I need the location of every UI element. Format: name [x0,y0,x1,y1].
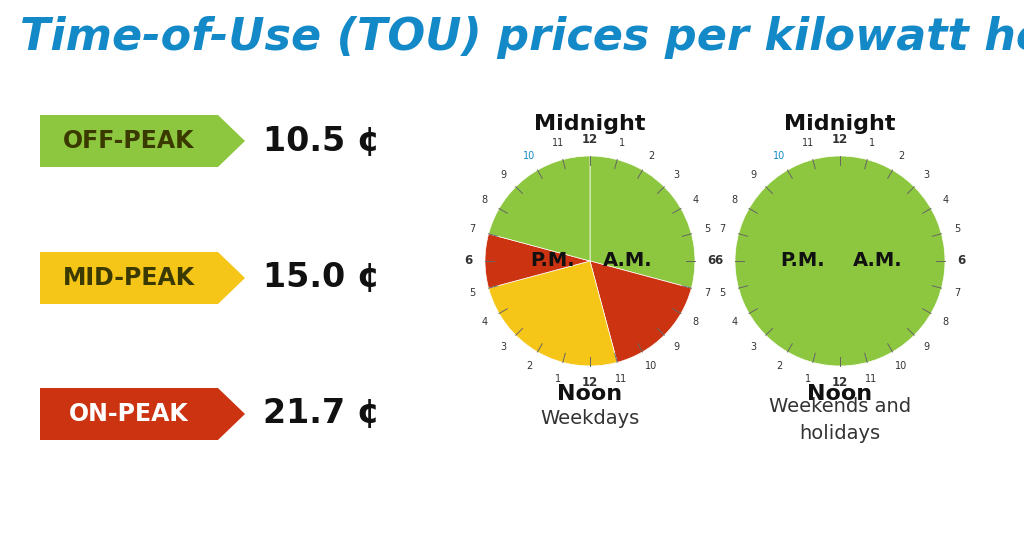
Text: 7: 7 [705,287,711,297]
Wedge shape [735,156,945,366]
Polygon shape [40,252,245,304]
Text: Noon: Noon [808,384,872,404]
Wedge shape [485,234,590,288]
Wedge shape [590,156,695,288]
Text: 2: 2 [898,151,904,161]
Text: 4: 4 [731,317,737,327]
Text: 10: 10 [895,361,907,371]
Text: 11: 11 [552,138,564,148]
Text: 4: 4 [692,195,698,205]
Text: 1: 1 [618,138,625,148]
Text: MID-PEAK: MID-PEAK [62,266,195,290]
Text: 1: 1 [555,374,561,384]
Text: 10: 10 [523,151,536,161]
Text: 12: 12 [831,376,848,389]
Text: 12: 12 [582,133,598,146]
Text: 5: 5 [469,287,475,297]
Text: 5: 5 [705,225,711,235]
Text: 9: 9 [673,342,679,352]
Text: 3: 3 [673,170,679,180]
Text: Weekdays: Weekdays [541,409,640,428]
Text: 3: 3 [923,170,929,180]
Text: 5: 5 [954,225,961,235]
Polygon shape [40,388,245,440]
Text: P.M.: P.M. [780,251,824,271]
Text: 6: 6 [957,255,966,267]
Text: 2: 2 [526,361,532,371]
Text: 7: 7 [954,287,961,297]
Wedge shape [488,156,590,261]
Text: 11: 11 [803,138,815,148]
Text: 3: 3 [751,342,757,352]
Text: 1: 1 [806,374,812,384]
Text: ON-PEAK: ON-PEAK [69,402,188,426]
Text: 8: 8 [942,317,948,327]
Text: A.M.: A.M. [853,251,902,271]
Wedge shape [488,261,617,366]
Text: 7: 7 [719,225,725,235]
Text: 9: 9 [923,342,929,352]
Text: 3: 3 [501,342,507,352]
Text: 1: 1 [868,138,874,148]
Text: 6: 6 [714,255,722,267]
Text: 11: 11 [615,374,628,384]
Text: 8: 8 [692,317,698,327]
Text: 4: 4 [942,195,948,205]
Text: 6: 6 [464,255,472,267]
Text: 4: 4 [481,317,487,327]
Text: 15.0 ¢: 15.0 ¢ [263,261,380,295]
Text: 9: 9 [501,170,507,180]
Text: A.M.: A.M. [603,251,652,271]
Text: 11: 11 [865,374,878,384]
Text: 12: 12 [831,133,848,146]
Text: 8: 8 [731,195,737,205]
Text: 5: 5 [719,287,725,297]
Text: OFF-PEAK: OFF-PEAK [63,129,195,153]
Text: 6: 6 [708,255,716,267]
Polygon shape [40,115,245,167]
Wedge shape [590,261,691,363]
Text: 2: 2 [648,151,654,161]
Text: Weekends and
holidays: Weekends and holidays [769,397,911,443]
Text: 21.7 ¢: 21.7 ¢ [263,398,380,430]
Text: 7: 7 [469,225,475,235]
Text: 10: 10 [645,361,657,371]
Text: 9: 9 [751,170,757,180]
Text: 10.5 ¢: 10.5 ¢ [263,125,380,157]
Text: Midnight: Midnight [535,114,646,134]
Text: Noon: Noon [557,384,623,404]
Text: Midnight: Midnight [784,114,896,134]
Text: 10: 10 [773,151,785,161]
Text: 2: 2 [776,361,782,371]
Text: P.M.: P.M. [529,251,574,271]
Text: 12: 12 [582,376,598,389]
Text: 8: 8 [481,195,487,205]
Text: Time-of-Use (TOU) prices per kilowatt hour:: Time-of-Use (TOU) prices per kilowatt ho… [20,16,1024,59]
